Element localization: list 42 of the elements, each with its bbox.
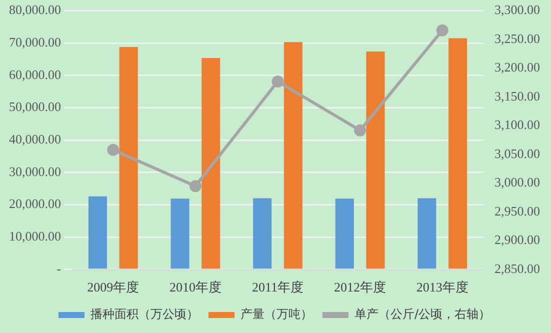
point xyxy=(272,75,284,88)
bar xyxy=(418,198,436,269)
y2-tick-label: 3,250.00 xyxy=(494,30,540,46)
bar xyxy=(202,58,220,269)
y2-tick-label: 3,200.00 xyxy=(494,60,540,75)
y2-tick-label: 3,300.00 xyxy=(494,2,540,18)
bar xyxy=(119,47,138,269)
point xyxy=(189,180,202,192)
y2-tick-label: 3,100.00 xyxy=(494,117,540,132)
x-tick-label: 2009年度 xyxy=(87,280,140,295)
bar xyxy=(253,198,272,269)
point xyxy=(354,124,366,136)
x-tick-label: 2011年度 xyxy=(252,280,304,295)
y-tick-label: - xyxy=(56,260,61,276)
y2-tick-label: 3,050.00 xyxy=(494,146,540,161)
y2-tick-label: 2,900.00 xyxy=(494,232,540,248)
x-tick-label: 2013年度 xyxy=(416,280,468,295)
bar xyxy=(170,198,190,269)
y-tick-label: 50,000.00 xyxy=(9,99,61,114)
y-tick-label: 20,000.00 xyxy=(9,196,61,212)
y-tick-label: 80,000.00 xyxy=(9,2,61,18)
bar xyxy=(366,52,385,269)
y2-tick-label: 2,950.00 xyxy=(494,203,540,218)
bar xyxy=(284,42,302,269)
y-tick-label: 30,000.00 xyxy=(9,164,61,179)
bar xyxy=(448,38,468,269)
x-tick-label: 2010年度 xyxy=(169,280,222,295)
y2-tick-label: 3,000.00 xyxy=(494,174,540,190)
legend-label: 单产（公斤/公顷，右轴） xyxy=(354,307,491,322)
legend-label: 播种面积（万公顷） xyxy=(90,307,198,322)
y-tick-label: 10,000.00 xyxy=(9,228,61,244)
y2-tick-label: 2,850.00 xyxy=(494,260,540,276)
y-tick-label: 70,000.00 xyxy=(9,34,61,50)
x-tick-label: 2012年度 xyxy=(334,280,386,295)
bar xyxy=(88,196,107,269)
y-tick-label: 40,000.00 xyxy=(9,132,61,147)
legend-label: 产量（万吨） xyxy=(240,307,312,322)
point xyxy=(436,24,448,36)
point xyxy=(107,144,120,156)
y2-tick-label: 3,150.00 xyxy=(494,88,540,104)
bar xyxy=(335,198,354,269)
y-tick-label: 60,000.00 xyxy=(9,66,61,82)
